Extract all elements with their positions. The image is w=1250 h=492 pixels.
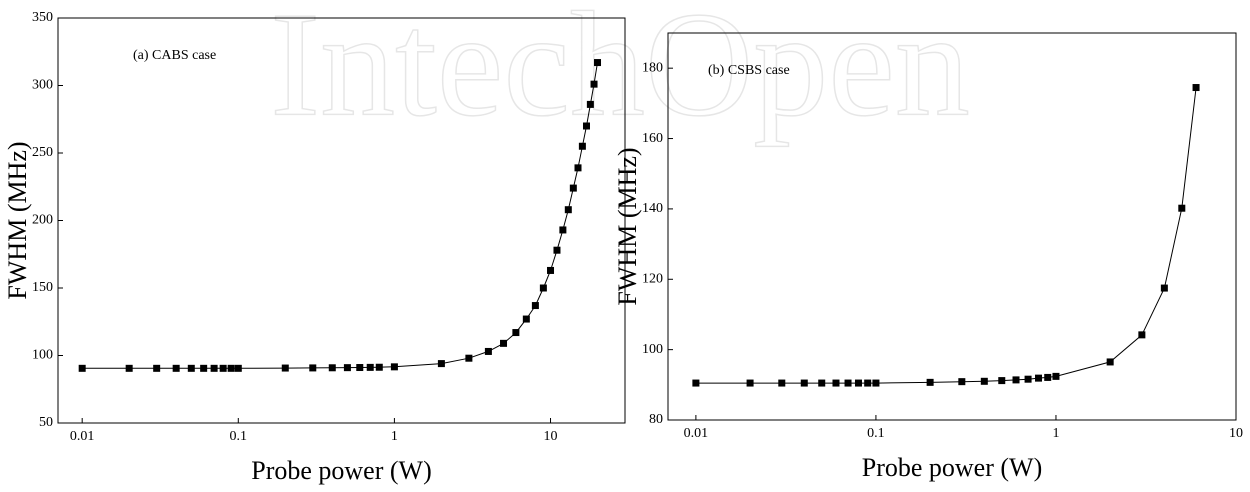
marker (864, 379, 872, 387)
marker (854, 379, 862, 387)
marker (746, 379, 754, 387)
marker (500, 339, 508, 347)
marker (818, 379, 826, 387)
annotation: (b) CSBS case (708, 63, 790, 78)
marker (1160, 284, 1168, 292)
x-axis-label: Probe power (W) (251, 456, 432, 485)
y-tick-label: 100 (642, 342, 663, 357)
x-tick-label: 1 (1052, 426, 1059, 441)
marker (366, 363, 374, 371)
y-tick-label: 100 (32, 348, 53, 363)
x-tick-label: 0.01 (684, 426, 709, 441)
marker (343, 364, 351, 372)
x-axis-label: Probe power (W) (862, 453, 1043, 482)
marker (800, 379, 808, 387)
y-tick-label: 300 (32, 78, 53, 93)
marker (564, 206, 572, 214)
marker (1052, 372, 1060, 380)
marker (539, 284, 547, 292)
marker (1044, 373, 1052, 381)
marker (484, 347, 492, 355)
marker (778, 379, 786, 387)
marker (998, 377, 1006, 385)
marker (980, 377, 988, 385)
marker (594, 59, 602, 67)
annotation: (a) CABS case (133, 48, 216, 63)
marker (547, 266, 555, 274)
marker (465, 354, 473, 362)
marker (219, 364, 227, 372)
marker (390, 363, 398, 371)
marker (153, 364, 161, 372)
y-tick-label: 250 (32, 145, 53, 160)
y-tick-label: 150 (32, 280, 53, 295)
y-tick-label: 200 (32, 213, 53, 228)
marker (569, 184, 577, 192)
marker (281, 364, 289, 372)
y-tick-label: 180 (642, 60, 663, 75)
watermark: IntechOpen (270, 0, 970, 147)
plot-frame (667, 32, 1237, 421)
marker (958, 378, 966, 386)
marker (1138, 331, 1146, 339)
marker (692, 379, 700, 387)
marker (187, 364, 195, 372)
marker (234, 364, 242, 372)
marker (844, 379, 852, 387)
marker (210, 364, 218, 372)
x-tick-label: 0.1 (230, 429, 248, 444)
marker (559, 226, 567, 234)
x-tick-label: 0.1 (867, 426, 885, 441)
marker (78, 364, 86, 372)
marker (1012, 376, 1020, 384)
y-tick-label: 350 (32, 10, 53, 25)
marker (1024, 375, 1032, 383)
y-tick-label: 120 (642, 271, 663, 286)
marker (872, 379, 880, 387)
marker (574, 164, 582, 172)
marker (227, 364, 235, 372)
y-axis-label: FWHM (MHz) (3, 141, 32, 299)
x-tick-label: 10 (1229, 426, 1243, 441)
y-tick-label: 80 (649, 412, 663, 427)
marker (582, 122, 590, 130)
marker (531, 302, 539, 310)
marker (1178, 204, 1186, 212)
y-tick-label: 140 (642, 201, 663, 216)
marker (1192, 84, 1200, 92)
y-axis-label: FWHM (MHz) (613, 147, 642, 305)
marker (586, 100, 594, 108)
marker (832, 379, 840, 387)
x-tick-label: 1 (391, 429, 398, 444)
marker (578, 142, 586, 150)
marker (522, 315, 530, 323)
marker (356, 364, 364, 372)
marker (1106, 358, 1114, 366)
marker (172, 364, 180, 372)
marker (200, 364, 208, 372)
y-tick-label: 160 (642, 131, 663, 146)
marker (125, 364, 133, 372)
marker (926, 378, 934, 386)
marker (375, 363, 383, 371)
marker (309, 364, 317, 372)
marker (1035, 374, 1043, 382)
marker (590, 80, 598, 88)
marker (328, 364, 336, 372)
marker (437, 360, 445, 368)
x-tick-label: 0.01 (70, 429, 95, 444)
marker (512, 329, 520, 337)
x-tick-label: 10 (544, 429, 558, 444)
marker (553, 246, 561, 254)
y-tick-label: 50 (39, 415, 53, 430)
